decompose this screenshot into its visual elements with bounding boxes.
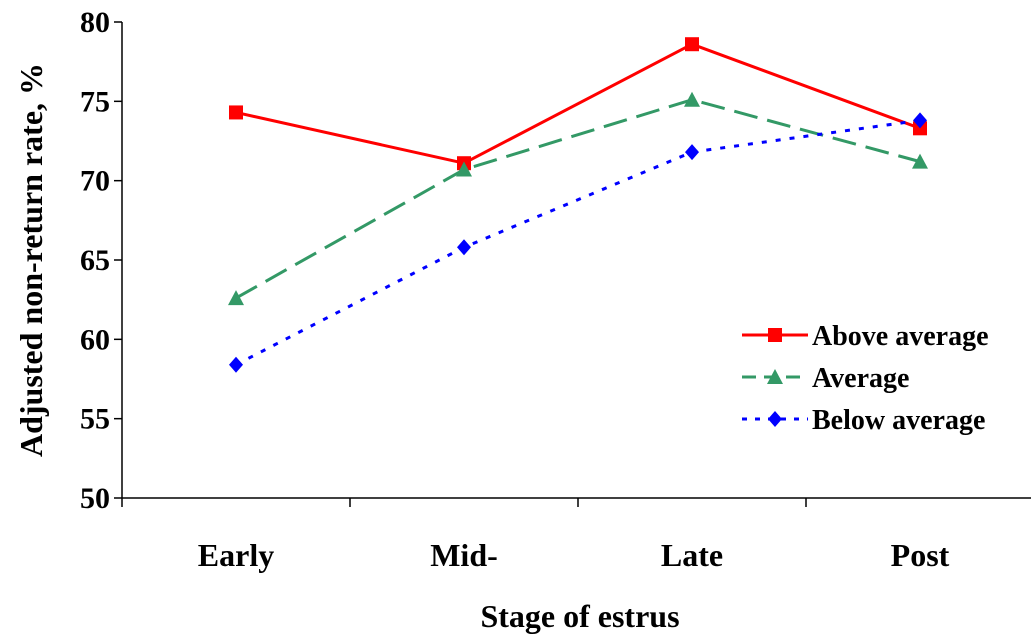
- x-axis-title: Stage of estrus: [480, 598, 679, 634]
- data-point: [228, 290, 244, 306]
- y-tick-label: 75: [80, 85, 110, 118]
- data-point: [913, 112, 927, 129]
- legend-label: Average: [812, 363, 909, 394]
- legend-item: Above average: [742, 321, 989, 352]
- data-point: [684, 91, 700, 107]
- legend-item: Average: [742, 363, 909, 394]
- y-tick-label: 70: [80, 165, 110, 198]
- y-tick-label: 65: [80, 244, 110, 277]
- y-tick-label: 50: [80, 482, 110, 515]
- data-point: [457, 239, 471, 256]
- x-ticks: Early Mid- Late Post: [121, 498, 950, 573]
- legend-item: Below average: [742, 405, 985, 436]
- data-point: [229, 105, 243, 120]
- legend-marker: [768, 328, 782, 342]
- series-line: [235, 42, 921, 165]
- series-line: [235, 118, 921, 367]
- data-point: [685, 37, 699, 52]
- series-below-average: [229, 112, 927, 373]
- x-tick-label: Early: [198, 537, 274, 573]
- legend-marker: [768, 411, 782, 427]
- y-ticks: 50 55 60 65 70 75 80: [80, 6, 122, 515]
- data-point: [685, 144, 699, 161]
- series-above-average: [229, 37, 927, 171]
- legend-label: Below average: [812, 405, 985, 436]
- y-tick-label: 55: [80, 403, 110, 436]
- legend-label: Above average: [812, 321, 989, 352]
- y-axis-title: Adjusted non-return rate, %: [13, 63, 49, 457]
- data-point: [456, 161, 472, 177]
- series-layer: [228, 37, 928, 373]
- series-average: [228, 91, 928, 306]
- y-tick-label: 80: [80, 6, 110, 39]
- y-tick-label: 60: [80, 323, 110, 356]
- legend: Above average Average Below average: [742, 321, 989, 436]
- x-tick-label: Mid-: [430, 537, 498, 573]
- x-tick-label: Post: [891, 537, 950, 573]
- series-line: [235, 98, 921, 300]
- data-point: [912, 153, 928, 169]
- data-point: [229, 356, 243, 373]
- legend-marker: [767, 369, 783, 384]
- x-tick-label: Late: [661, 537, 723, 573]
